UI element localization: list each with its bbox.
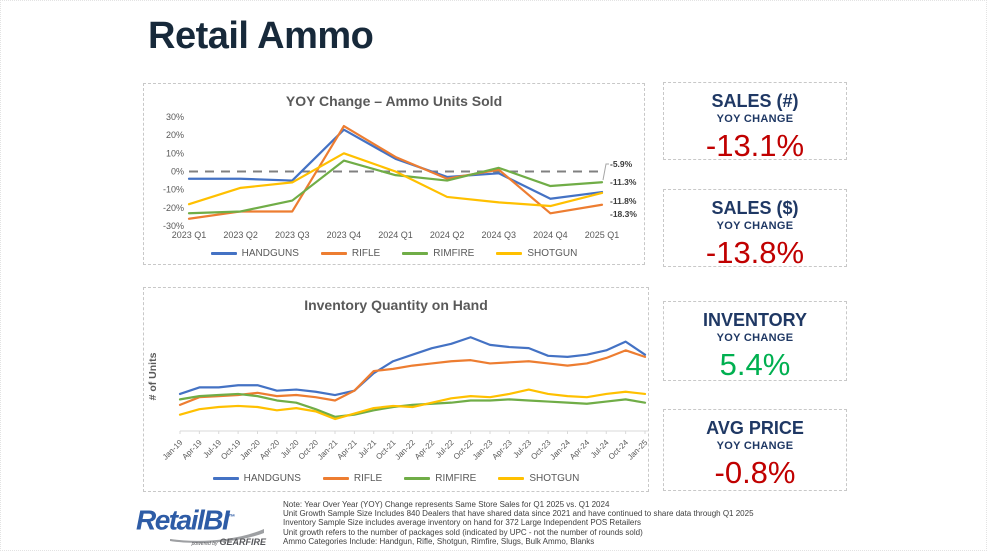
legend-label: RIFLE (353, 473, 383, 484)
svg-text:-18.3%: -18.3% (610, 209, 637, 219)
footnote-line: Unit Growth Sample Size Includes 840 Dea… (283, 509, 754, 519)
svg-text:2024 Q2: 2024 Q2 (430, 230, 465, 240)
legend-label: HANDGUNS (241, 248, 299, 259)
svg-text:2024 Q1: 2024 Q1 (378, 230, 413, 240)
svg-text:2023 Q1: 2023 Q1 (172, 230, 207, 240)
svg-text:30%: 30% (166, 112, 184, 122)
legend-item-shotgun: SHOTGUN (496, 248, 577, 259)
legend-label: SHOTGUN (529, 473, 580, 484)
stat-subtitle: YOY CHANGE (716, 332, 794, 344)
svg-text:Jan-22: Jan-22 (393, 438, 417, 462)
footnote-line: Note: Year Over Year (YOY) Change repres… (283, 500, 610, 509)
svg-text:-11.3%: -11.3% (610, 177, 637, 187)
svg-text:Jan-24: Jan-24 (548, 438, 572, 462)
legend-line-swatch (210, 252, 237, 255)
stat-value: -13.8% (705, 235, 805, 270)
legend-line-swatch (496, 252, 523, 255)
svg-text:Apr-23: Apr-23 (490, 438, 514, 462)
yoy-chart-legend: HANDGUNS RIFLE RIMFIRE SHOTGUN (144, 248, 644, 259)
gearfire-wordmark: GEARFIRE (219, 537, 266, 547)
svg-text:-5.9%: -5.9% (610, 159, 633, 169)
svg-text:# of Units: # of Units (147, 352, 159, 400)
stat-subtitle: YOY CHANGE (716, 220, 794, 232)
legend-label: RIMFIRE (435, 473, 477, 484)
svg-text:Apr-24: Apr-24 (568, 438, 592, 462)
footnotes: Note: Year Over Year (YOY) Change repres… (283, 500, 803, 546)
svg-text:Jan-19: Jan-19 (161, 438, 185, 462)
stat-title: INVENTORY (702, 310, 808, 330)
legend-line-swatch (320, 252, 347, 255)
stat-box-sales-dollars: SALES ($) YOY CHANGE -13.8% (663, 189, 847, 270)
yoy-units-sold-chart-panel: YOY Change – Ammo Units Sold 30% 20% 10% 0%… (143, 83, 645, 265)
svg-text:2023 Q3: 2023 Q3 (275, 230, 310, 240)
svg-text:Apr-20: Apr-20 (258, 438, 282, 462)
logo-swoosh-graphic (170, 529, 264, 543)
svg-text:Jan-25: Jan-25 (626, 438, 650, 462)
inventory-chart-legend: HANDGUNS RIFLE RIMFIRE SHOTGUN (144, 473, 648, 484)
stat-subtitle: YOY CHANGE (716, 113, 794, 125)
legend-label: RIMFIRE (433, 248, 475, 259)
legend-item-handguns: HANDGUNS (210, 248, 299, 259)
stat-title: SALES ($) (711, 198, 799, 218)
stat-subtitle: YOY CHANGE (716, 440, 794, 452)
svg-text:0%: 0% (171, 167, 184, 177)
svg-text:2023 Q2: 2023 Q2 (223, 230, 258, 240)
svg-text:Jan-21: Jan-21 (316, 438, 340, 462)
svg-text:2024 Q4: 2024 Q4 (533, 230, 568, 240)
svg-text:-30%: -30% (163, 221, 184, 231)
legend-item-shotgun: SHOTGUN (498, 473, 579, 484)
legend-label: SHOTGUN (527, 248, 578, 259)
legend-label: HANDGUNS (243, 473, 301, 484)
legend-line-swatch (322, 477, 349, 480)
svg-text:20%: 20% (166, 130, 184, 140)
footnote-line: Inventory Sample Size includes average i… (283, 518, 641, 528)
legend-item-handguns: HANDGUNS (212, 473, 301, 484)
inventory-chart-title: Inventory Quantity on Hand (304, 297, 488, 313)
page-title: Retail Ammo (148, 15, 374, 57)
svg-text:Apr-22: Apr-22 (413, 438, 437, 462)
legend-line-swatch (212, 477, 239, 480)
stat-box-inventory: INVENTORY YOY CHANGE 5.4% (663, 301, 847, 382)
svg-text:Apr-21: Apr-21 (335, 438, 359, 462)
yoy-chart-plot: 30% 20% 10% 0% -10% -20% -30%2023 Q1 2023 Q2 202… (163, 112, 637, 240)
yoy-chart-title: YOY Change – Ammo Units Sold (285, 93, 503, 109)
logo-brand-text: RetailBI™ (136, 504, 236, 536)
logo-powered-by: powered by GEARFIRE (191, 537, 266, 547)
svg-text:-11.8%: -11.8% (610, 196, 637, 206)
legend-line-swatch (498, 477, 525, 480)
svg-text:-20%: -20% (163, 203, 184, 213)
legend-label: RIFLE (351, 248, 381, 259)
stat-box-sales-units: SALES (#) YOY CHANGE -13.1% (663, 82, 847, 163)
svg-text:Jan-20: Jan-20 (238, 438, 262, 462)
retailbi-logo: RetailBI™ powered by GEARFIRE (136, 503, 268, 549)
svg-text:-10%: -10% (163, 185, 184, 195)
legend-line-swatch (404, 477, 431, 480)
footnote-line: Unit growth refers to the number of pack… (283, 527, 643, 537)
svg-text:2024 Q3: 2024 Q3 (481, 230, 516, 240)
stat-value: 5.4% (719, 347, 791, 382)
legend-item-rifle: RIFLE (322, 473, 383, 484)
logo-trademark: ™ (228, 514, 236, 521)
legend-line-swatch (402, 252, 429, 255)
footnote-line: Ammo Categories Include: Handgun, Rifle,… (283, 536, 595, 546)
legend-item-rifle: RIFLE (320, 248, 381, 259)
svg-text:Jan-23: Jan-23 (471, 438, 495, 462)
legend-item-rimfire: RIMFIRE (404, 473, 476, 484)
inventory-chart-panel: Inventory Quantity on Hand Jan-19 Apr-19 J… (143, 287, 650, 492)
stat-title: AVG PRICE (706, 418, 804, 438)
svg-text:10%: 10% (166, 148, 184, 158)
stat-value: -0.8% (714, 455, 796, 490)
inventory-chart-plot: Jan-19Apr-19Jul-19Oct-19Jan-20Apr-20Jul-… (147, 336, 650, 462)
svg-text:2025 Q1: 2025 Q1 (585, 230, 620, 240)
stat-box-avg-price: AVG PRICE YOY CHANGE -0.8% (663, 409, 847, 491)
svg-text:Apr-19: Apr-19 (180, 438, 204, 462)
svg-text:2023 Q4: 2023 Q4 (327, 230, 362, 240)
stat-title: SALES (#) (711, 91, 799, 111)
stat-value: -13.1% (705, 128, 805, 163)
legend-item-rimfire: RIMFIRE (402, 248, 474, 259)
